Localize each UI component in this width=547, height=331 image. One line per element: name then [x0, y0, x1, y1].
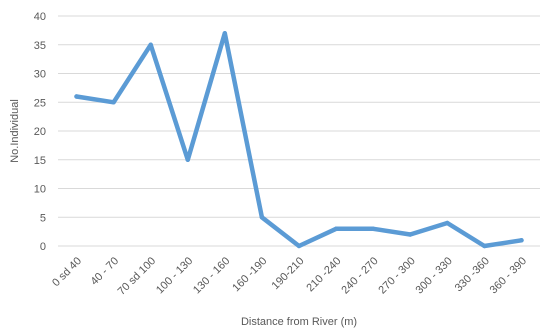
x-tick-label: 300 - 330: [414, 255, 455, 296]
y-tick-label: 35: [34, 40, 46, 52]
data-point: [408, 232, 413, 237]
x-tick-label: 210 -240: [304, 255, 343, 294]
data-point: [333, 226, 339, 231]
series-line: [74, 31, 524, 249]
data-point: [259, 215, 265, 220]
data-point: [148, 42, 153, 47]
x-tick-label: 160 -190: [230, 255, 269, 294]
y-tick-label: 40: [34, 11, 46, 23]
series-group: [74, 31, 524, 249]
data-point: [74, 94, 79, 99]
y-tick-label: 25: [34, 97, 46, 109]
x-tick-label: 270 - 300: [376, 255, 417, 296]
y-tick-label: 0: [40, 241, 46, 253]
x-tick-label: 190-210: [270, 255, 307, 292]
data-point: [482, 243, 487, 249]
data-point: [222, 31, 228, 36]
y-tick-label: 30: [34, 69, 46, 81]
x-tick-label: 40 - 70: [88, 255, 121, 288]
data-point: [296, 243, 302, 249]
data-point: [111, 100, 116, 105]
x-tick-label: 100 - 130: [154, 255, 195, 296]
x-tick-label: 0 sd 40: [50, 255, 84, 289]
y-tick-label: 20: [34, 126, 46, 138]
gridlines: [58, 15, 540, 247]
y-tick-label: 5: [40, 212, 46, 224]
data-point: [185, 157, 190, 162]
y-tick-labels: 0 5 10 15 20 25 30 35 40: [34, 11, 46, 253]
x-tick-label: 130 - 160: [191, 255, 232, 296]
y-tick-label: 15: [34, 155, 46, 167]
x-axis-title: Distance from River (m): [241, 316, 357, 328]
x-tick-label: 330 -360: [453, 255, 492, 294]
y-axis-title: No.Individual: [9, 99, 21, 163]
data-point: [370, 226, 376, 231]
data-point: [519, 238, 524, 243]
data-point: [445, 220, 450, 226]
y-tick-label: 10: [34, 184, 46, 196]
x-tick-label: 70 sd 100: [116, 255, 159, 298]
x-tick-label: 360 - 390: [488, 255, 529, 296]
x-tick-label: 240 - 270: [339, 255, 380, 296]
